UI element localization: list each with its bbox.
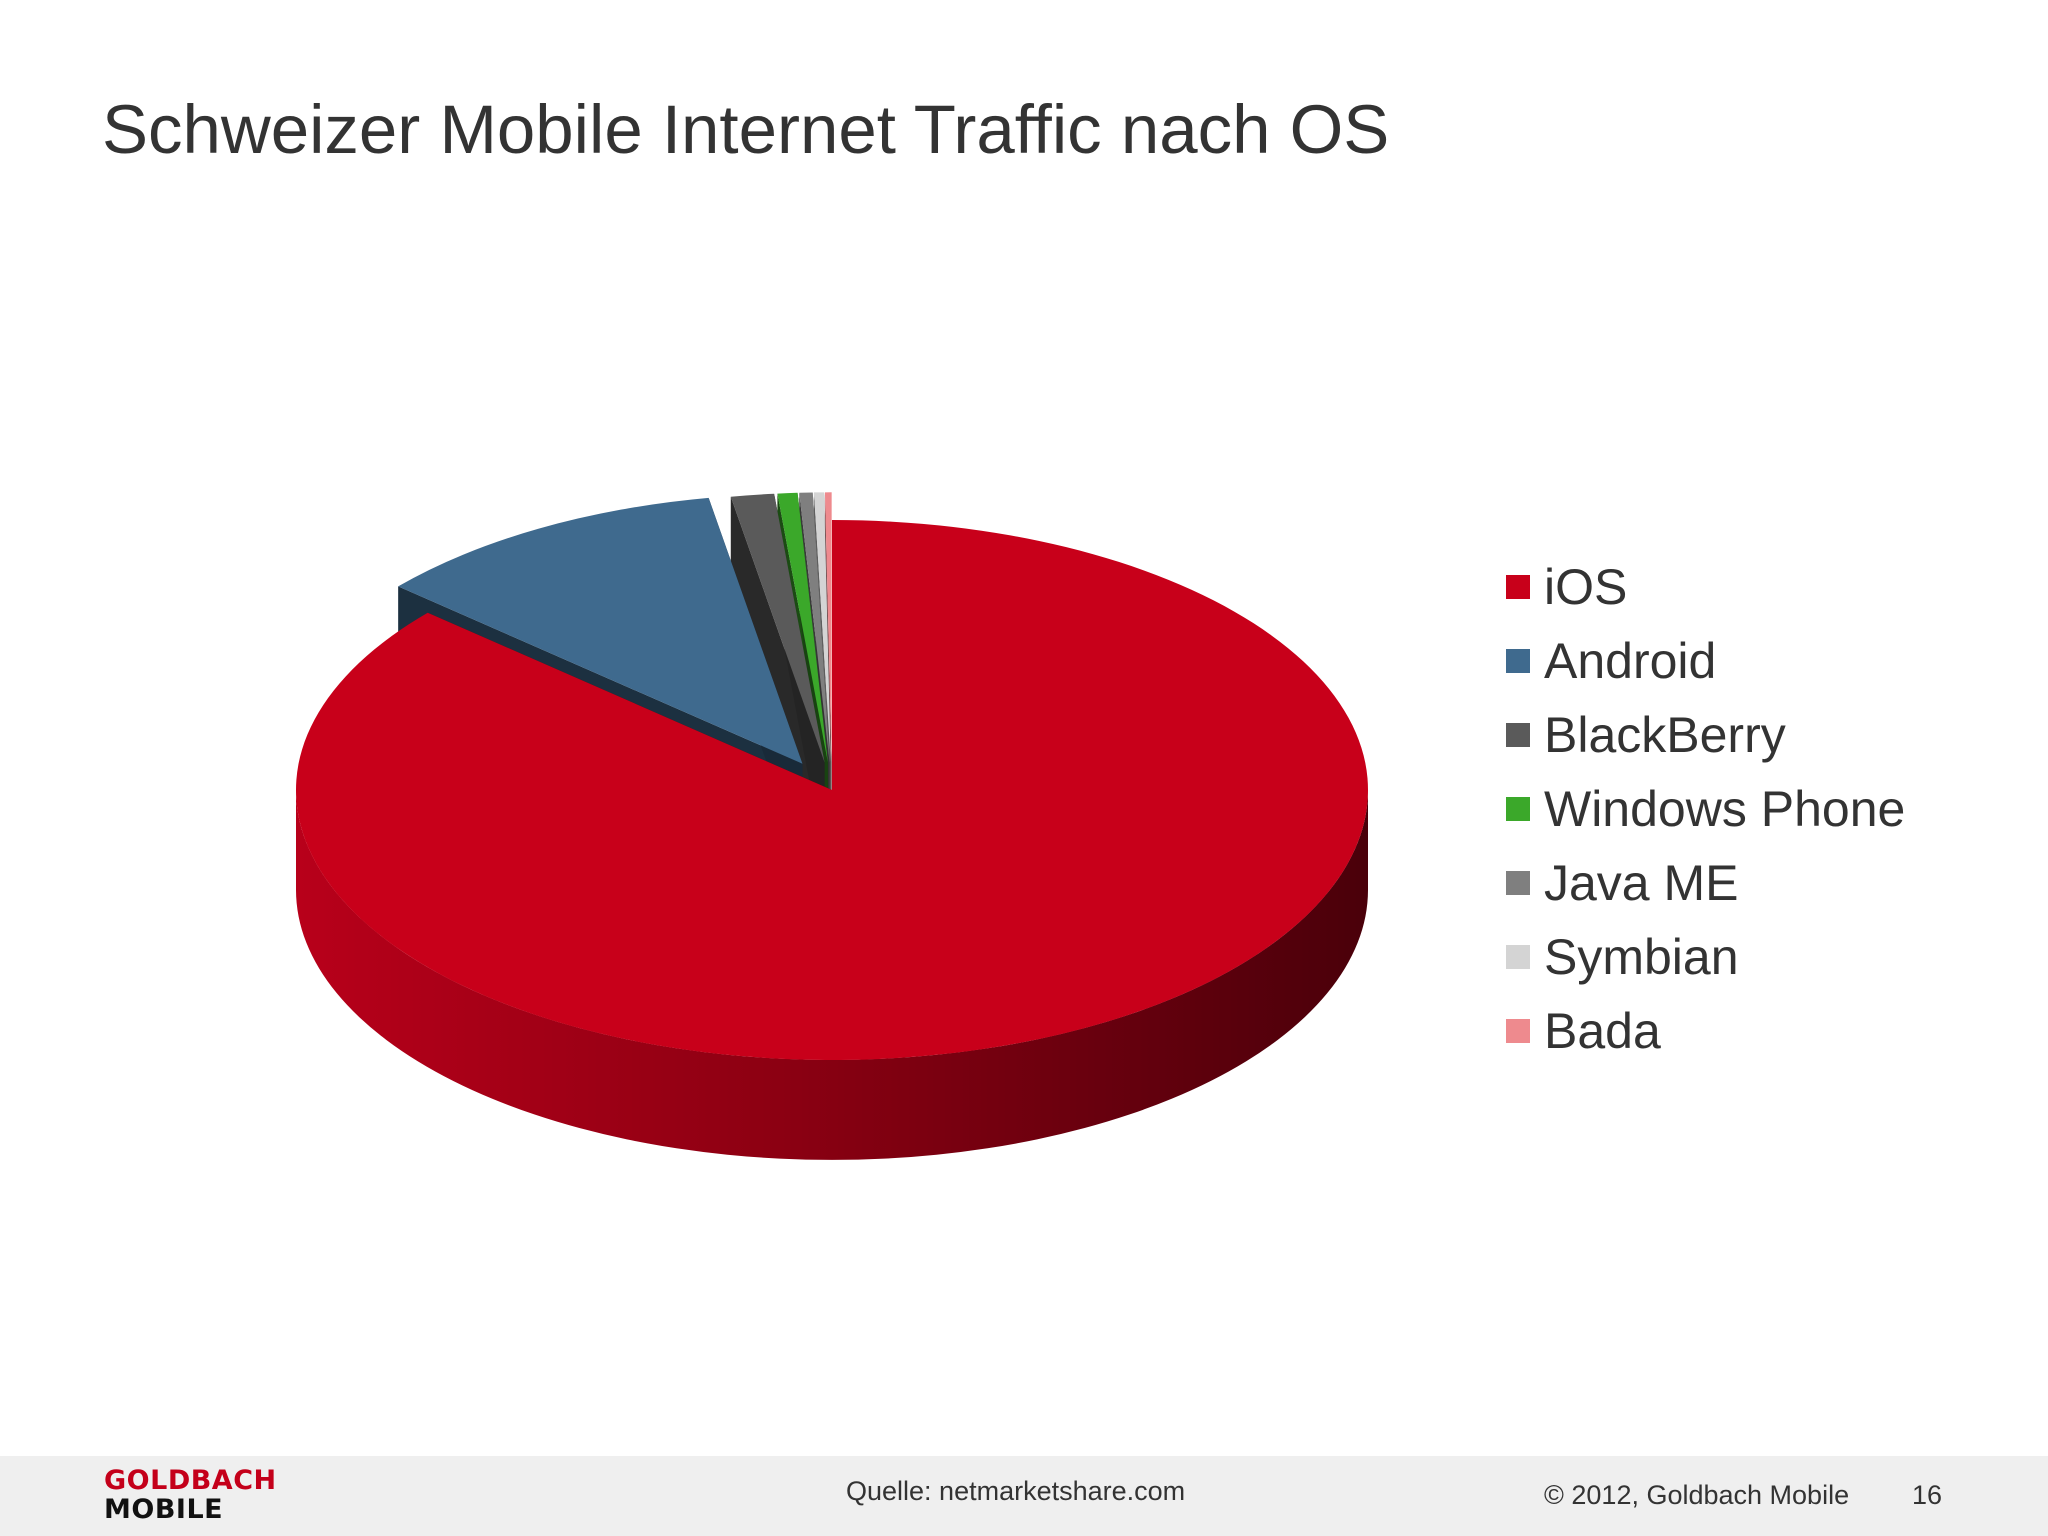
legend-item: Symbian <box>1506 920 1986 994</box>
pie-slice-java-me <box>799 492 830 763</box>
pie-slice-rim <box>296 790 1368 1160</box>
pie-slice-windows-phone <box>777 492 828 763</box>
legend-label: Android <box>1544 633 1717 689</box>
legend-label: Windows Phone <box>1544 781 1906 837</box>
pie-slice-ios <box>296 520 1369 1060</box>
slide-title: Schweizer Mobile Internet Traffic nach O… <box>102 91 1390 168</box>
page-number: 16 <box>1912 1480 1943 1510</box>
legend-item: Android <box>1506 624 1986 698</box>
legend-swatch <box>1506 723 1530 747</box>
legend-swatch <box>1506 575 1530 599</box>
legend-swatch <box>1506 649 1530 673</box>
legend-item: Bada <box>1506 994 1986 1068</box>
legend-label: Bada <box>1544 1003 1661 1059</box>
legend-swatch <box>1506 797 1530 821</box>
pie-slice-symbian <box>813 492 831 763</box>
legend-swatch <box>1506 945 1530 969</box>
pie-slice-blackberry <box>730 493 825 763</box>
legend-label: Symbian <box>1544 929 1739 985</box>
legend-label: iOS <box>1544 559 1628 615</box>
legend-item: Java ME <box>1506 846 1986 920</box>
pie-chart <box>296 492 1369 1160</box>
legend-label: BlackBerry <box>1544 707 1786 763</box>
pie-tops <box>296 492 1369 1060</box>
logo-line-goldbach: GOLDBACH <box>104 1465 277 1496</box>
copyright-note: © 2012, Goldbach Mobile <box>1544 1480 1850 1510</box>
legend-swatch <box>1506 871 1530 895</box>
legend-item: Windows Phone <box>1506 772 1986 846</box>
source-note: Quelle: netmarketshare.com <box>846 1476 1186 1506</box>
goldbach-logo: GOLDBACH MOBILE <box>104 1466 277 1524</box>
legend-item: iOS <box>1506 550 1986 624</box>
pie-slice-android <box>398 497 803 764</box>
legend-swatch <box>1506 1019 1530 1043</box>
logo-line-mobile: MOBILE <box>104 1494 224 1525</box>
legend-item: BlackBerry <box>1506 698 1986 772</box>
pie-slice-bada <box>824 492 832 763</box>
legend-label: Java ME <box>1544 855 1739 911</box>
footer: GOLDBACH MOBILE Quelle: netmarketshare.c… <box>0 1456 2048 1536</box>
chart-legend: iOS Android BlackBerry Windows Phone Java ME… <box>1506 550 1986 1068</box>
